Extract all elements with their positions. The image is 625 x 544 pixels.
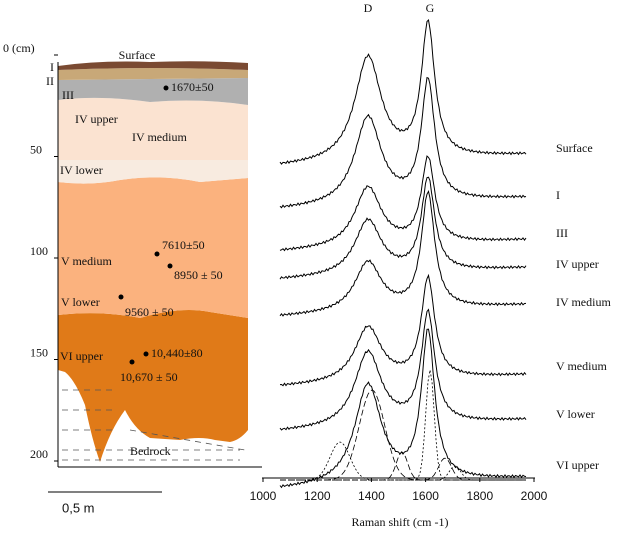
- x-axis-label: Raman shift (cm -1): [352, 515, 449, 529]
- spectrum: [279, 18, 527, 165]
- layer-iv: [58, 97, 248, 160]
- layer-label: V lower: [61, 295, 100, 309]
- layer-label: I: [50, 60, 54, 74]
- spectrum: [279, 273, 527, 387]
- x-tick-label: 1200: [304, 489, 331, 503]
- x-tick-label: 1600: [412, 489, 439, 503]
- spectrum: [279, 189, 527, 317]
- spectrum: [279, 76, 527, 209]
- bedrock-hatch: [62, 389, 246, 461]
- depth-tick-label: 200: [30, 447, 48, 461]
- date-label: 8950 ± 50: [174, 268, 223, 282]
- layer-label: IV upper: [75, 112, 118, 126]
- spectrum: [279, 308, 527, 431]
- date-label: 7610±50: [162, 238, 205, 252]
- sample-label: Surface: [556, 141, 593, 155]
- peak-label: D: [364, 1, 373, 15]
- layer-label: III: [62, 88, 74, 102]
- date-label: 9560 ± 50: [125, 305, 174, 319]
- layer-label: IV lower: [60, 163, 103, 177]
- layer-label: VI upper: [60, 349, 103, 363]
- sample-points: [118, 85, 173, 365]
- soil-profile: Surface I II III IV upper IV medium IV l…: [46, 48, 262, 515]
- layer-vi: [58, 310, 248, 462]
- date-label: 10,670 ± 50: [120, 370, 178, 384]
- spectrum: [279, 176, 527, 280]
- depth-tick-label: 100: [30, 244, 48, 258]
- layer-label: IV medium: [132, 130, 187, 144]
- fit-component: [280, 465, 526, 481]
- depth-tick-label: 150: [30, 345, 48, 359]
- sample-label: III: [556, 226, 568, 240]
- date-label: 1670±50: [171, 80, 214, 94]
- layer-iv-lower: [58, 160, 248, 184]
- layer-iii: [58, 78, 248, 105]
- depth-tick-label: 0 (cm): [3, 41, 35, 55]
- spectrum: [279, 328, 527, 489]
- sample-label: IV upper: [556, 257, 599, 271]
- date-label: 10,440±80: [151, 346, 203, 360]
- fit-component: [280, 369, 526, 481]
- sample-label: V medium: [556, 359, 607, 373]
- sample-label: IV medium: [556, 295, 611, 309]
- x-tick-label: 2000: [521, 489, 548, 503]
- sample-label: VI upper: [556, 458, 599, 472]
- x-tick-label: 1000: [250, 489, 277, 503]
- layer-label: Surface: [119, 48, 156, 62]
- layer-v: [58, 177, 248, 318]
- fit-component: [280, 441, 526, 481]
- layer-i-ii: [58, 68, 248, 80]
- layer-label: V medium: [61, 254, 112, 268]
- scale-bar-label: 0,5 m: [62, 500, 95, 515]
- sample-label: V lower: [556, 407, 595, 421]
- depth-tick-label: 50: [30, 142, 42, 156]
- sample-label: I: [556, 188, 560, 202]
- peak-label: G: [426, 1, 435, 15]
- spectrum: [279, 155, 527, 252]
- layer-surface: [58, 61, 248, 70]
- x-tick-label: 1400: [358, 489, 385, 503]
- fit-component: [280, 389, 526, 481]
- layer-label: Bedrock: [130, 444, 171, 458]
- x-tick-label: 1800: [466, 489, 493, 503]
- layer-label: II: [46, 74, 54, 88]
